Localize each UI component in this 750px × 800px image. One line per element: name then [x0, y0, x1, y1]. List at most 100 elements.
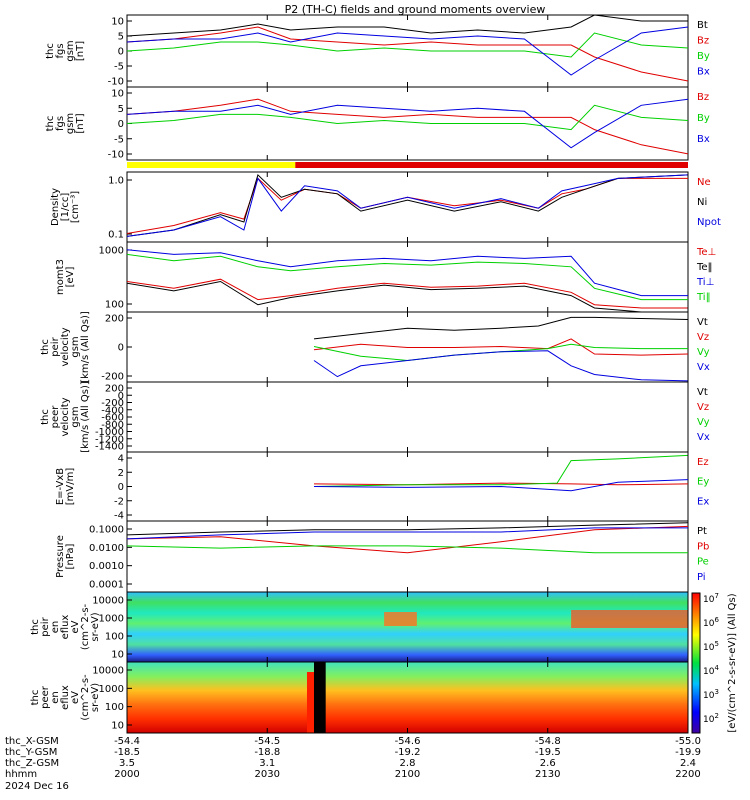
y-tick-label: 4 [118, 454, 124, 465]
y-axis-label: gsm [70, 406, 81, 427]
y-axis-label: thc [30, 619, 41, 635]
y-tick-label: 100 [105, 300, 124, 311]
x-row-value: 3.1 [259, 758, 275, 769]
y-tick-label: -1000 [95, 427, 124, 438]
y-axis-label: eflux [60, 685, 71, 710]
y-axis-label: gsm [70, 336, 81, 357]
y-axis-label: thc [40, 409, 51, 425]
series-Vt [313, 316, 689, 340]
series-Bz [126, 26, 689, 82]
legend-Vx: Vx [697, 362, 710, 373]
legend-Vt: Vt [697, 317, 708, 328]
legend-Npot: Npot [697, 217, 721, 228]
y-axis-label: (cm^2-s- [80, 603, 91, 650]
colorbar-tick-label: 106 [703, 616, 719, 629]
panel-peer_spec: 10000 1000 100 10 thc peer en eflux eV (cm^2-s-sr… [30, 661, 689, 734]
legend-Ni: Ni [697, 197, 707, 208]
x-row-value: -18.5 [114, 747, 140, 758]
legend-Pt: Pt [697, 526, 707, 537]
series-By [126, 104, 689, 131]
panel-frame [126, 171, 689, 243]
y-axis-label: [mV/m] [65, 468, 76, 506]
y-axis-label: thc [40, 339, 51, 355]
y-tick-label: 100 [105, 702, 124, 713]
series-Npot [126, 174, 689, 237]
y-axis-label: peer [40, 685, 51, 709]
panel-temp: 1000 100 momt3 [eV] Te⊥ Te‖ Ti⊥ Ti‖ [55, 241, 716, 313]
series-Vy [313, 343, 688, 362]
colorbar-tick-label: 107 [703, 592, 719, 605]
y-tick-label: -400 [101, 405, 124, 416]
legend-Ez: Ez [697, 457, 709, 468]
y-axis-label: [nT] [75, 41, 86, 61]
y-tick-label: -2 [114, 496, 124, 507]
y-axis-label: thc [30, 690, 41, 706]
series-Ex [313, 479, 689, 492]
y-tick-label: -800 [101, 420, 124, 431]
panel-density: 1.0 0.1 Density [1/cc] [cm⁻³] Ne Ni Npot [50, 171, 721, 243]
x-row-value: -54.4 [114, 736, 140, 747]
x-row-value: -54.5 [254, 736, 280, 747]
x-row-label: thc_X-GSM [5, 736, 59, 747]
x-row-label: hhmm [5, 769, 37, 780]
y-tick-label: 200 [105, 314, 124, 325]
y-tick-label: 0 [118, 391, 124, 402]
legend-Pe: Pe [697, 557, 709, 568]
y-tick-label: -5 [114, 134, 124, 145]
series-Ni [126, 173, 689, 237]
colorbar-scale [691, 592, 701, 734]
title-group: P2 (TH-C) fields and ground moments over… [285, 3, 546, 16]
colorbar-tick-label: 102 [703, 712, 719, 725]
ion-spectrogram-hot-2 [571, 610, 688, 628]
y-axis-label: [eV] [65, 267, 76, 288]
y-tick-label: -5 [114, 62, 124, 73]
colorbar-exponent: 6 [714, 616, 719, 624]
status-bar-yellow [127, 162, 296, 168]
y-tick-label: -200 [101, 398, 124, 409]
date-label: 2024 Dec 16 [5, 781, 69, 792]
y-axis-label: eV [70, 620, 81, 633]
x-row-value: 2130 [535, 769, 560, 780]
y-tick-label: 0 [118, 119, 124, 130]
colorbar: 107 106 105 104 103 102 [eV/(cm^2-s-sr-eV)] (A… [691, 592, 738, 734]
electron-spectrogram-gap [314, 662, 326, 733]
x-row-value: -54.8 [535, 736, 561, 747]
series-Pb [126, 525, 689, 554]
series-Ti⊥ [126, 249, 688, 297]
legend-Ex: Ex [697, 496, 709, 507]
series-Pe [126, 545, 688, 554]
y-tick-label: 0 [118, 47, 124, 58]
colorbar-label: [eV/(cm^2-s-sr-eV)] (All Qs) [727, 593, 738, 732]
x-row-value: -18.8 [254, 747, 280, 758]
x-row-value: 2.6 [540, 758, 556, 769]
y-axis-label: en [50, 691, 61, 704]
x-row-value: -19.9 [675, 747, 701, 758]
y-axis-label: E=-VxB [55, 468, 66, 505]
y-tick-label: 0.0010 [89, 561, 124, 572]
legend-Vt: Vt [697, 387, 708, 398]
y-tick-label: 10000 [92, 596, 124, 607]
series-Te⊥ [126, 278, 688, 309]
x-row-value: -55.0 [675, 736, 701, 747]
status-bar-red [295, 162, 688, 168]
x-row-value: 2030 [255, 769, 280, 780]
y-tick-label: 10000 [92, 666, 124, 677]
y-axis-label: sr-eV) [90, 683, 101, 712]
y-tick-label: 0.1 [108, 230, 124, 241]
y-axis-label: peir [50, 336, 61, 356]
x-row-value: 2100 [395, 769, 420, 780]
panel-peir_spec: 10000 1000 100 10 thc peir en eflux eV (cm^2-s-sr… [30, 591, 689, 663]
legend-Ey: Ey [697, 477, 709, 488]
series-By [126, 32, 689, 58]
y-tick-label: 100 [105, 632, 124, 643]
y-tick-label: 10 [111, 89, 124, 100]
y-tick-label: 10 [111, 650, 124, 661]
colorbar-tick-label: 104 [703, 664, 719, 677]
colorbar-exponent: 7 [714, 592, 718, 600]
panel-frame [126, 14, 689, 88]
y-tick-label: 5 [118, 32, 124, 43]
y-axis-label: velocity [60, 327, 71, 366]
y-tick-label: 0.1000 [89, 525, 124, 536]
y-axis-label: gsm [65, 40, 76, 61]
y-tick-label: 1.0 [108, 176, 124, 187]
